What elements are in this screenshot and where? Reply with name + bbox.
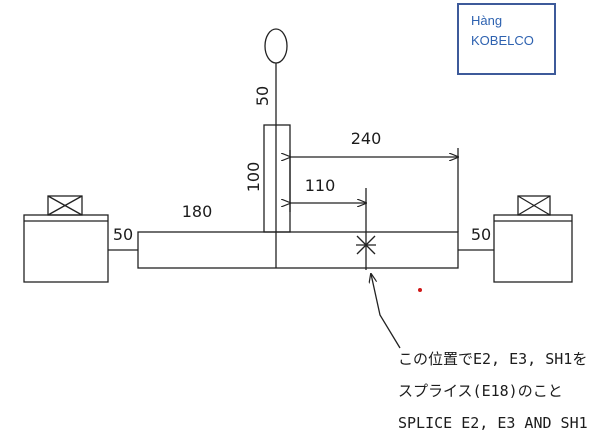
left-cross-line-b: [47, 195, 83, 216]
leader-arrow: [371, 274, 401, 349]
dim-text-50-mast: 50: [253, 86, 272, 106]
right-cross-line-b: [517, 195, 551, 216]
note-line-1: この位置でE2, E3, SH1を: [398, 350, 587, 368]
dim-text-240: 240: [351, 129, 382, 148]
dim-text-50-left: 50: [113, 225, 133, 244]
left-cross-box: [47, 195, 83, 216]
dim-text-180: 180: [182, 202, 213, 221]
note-line-3: SPLICE E2, E3 AND SH1: [398, 414, 588, 432]
splice-star-d2: [356, 235, 376, 255]
brand-line-1: Hàng: [471, 13, 503, 28]
right-block: [493, 214, 573, 283]
note-line-2: スプライス(E18)のこと: [398, 382, 563, 400]
red-dot: [418, 288, 422, 292]
brand-line-2: KOBELCO: [471, 33, 534, 48]
horizontal-beam: [137, 231, 459, 269]
left-block: [23, 214, 109, 283]
vertical-column: [263, 124, 291, 233]
top-oval-shape: [264, 28, 288, 64]
right-cross-box: [517, 195, 551, 216]
dim-text-50-right: 50: [471, 225, 491, 244]
dim-text-110: 110: [305, 176, 336, 195]
dim-text-100-column: 100: [244, 162, 263, 193]
brand-label-box: Hàng KOBELCO: [457, 3, 556, 75]
